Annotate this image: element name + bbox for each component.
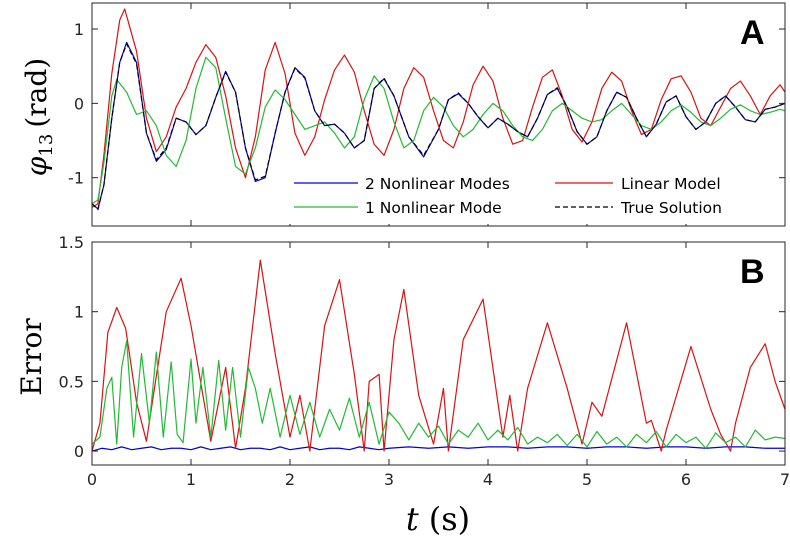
panel-label-b: B bbox=[740, 253, 765, 291]
series-lines-b bbox=[91, 259, 786, 452]
x-tick-label: 5 bbox=[582, 470, 592, 489]
y-tick-label: 0.5 bbox=[59, 372, 84, 391]
legend-entry-linear-model: Linear Model bbox=[555, 175, 721, 193]
y-axis-label-unit: (rad) bbox=[20, 58, 53, 128]
legend-box bbox=[284, 168, 762, 224]
x-axis-label: t (s) bbox=[406, 500, 470, 538]
x-tick-label: 3 bbox=[384, 470, 394, 489]
series-line-true-solution-a bbox=[91, 43, 786, 211]
legend-label: 1 Nonlinear Mode bbox=[365, 199, 502, 217]
panel-a: 1 0 -1 A φ13 (rad) 2 Nonlinear Modes Linear… bbox=[20, 2, 786, 227]
panel-label-a: A bbox=[740, 14, 765, 52]
legend-entry-1-nonlinear-mode: 1 Nonlinear Mode bbox=[294, 199, 502, 217]
y-ticks-b: 1.5 1 0.5 0 bbox=[59, 233, 785, 461]
axes-frame-a bbox=[91, 2, 786, 227]
y-axis-label-a: φ13 (rad) bbox=[20, 58, 57, 176]
x-tick-label: 1 bbox=[186, 470, 196, 489]
y-tick-label: 1 bbox=[74, 303, 84, 322]
svg-text:φ13(rad): φ13 (rad) bbox=[20, 58, 57, 176]
y-tick-label: 0 bbox=[74, 94, 84, 113]
x-tick-label: 4 bbox=[483, 470, 493, 489]
series-line-linear-model-b bbox=[91, 259, 786, 452]
y-axis-label-subscript: 13 bbox=[36, 134, 57, 157]
legend: 2 Nonlinear Modes Linear Model 1 Nonline… bbox=[284, 168, 762, 224]
y-tick-label: -1 bbox=[68, 169, 84, 188]
legend-label: Linear Model bbox=[621, 175, 721, 193]
y-tick-label: 1 bbox=[74, 20, 84, 39]
series-line-1-nonlinear-mode-a bbox=[91, 56, 786, 205]
axes-frame-b bbox=[91, 241, 786, 466]
x-tick-label: 2 bbox=[285, 470, 295, 489]
series-line-2-nonlinear-modes-b bbox=[91, 446, 785, 452]
x-tick-label: 6 bbox=[681, 470, 691, 489]
x-axis-label-unit: (s) bbox=[429, 500, 470, 538]
y-tick-label: 1.5 bbox=[59, 233, 84, 252]
y-tick-label: 0 bbox=[74, 442, 84, 461]
y-axis-label-b: Error bbox=[15, 318, 48, 396]
x-tick-label: 0 bbox=[87, 470, 97, 489]
legend-label: True Solution bbox=[620, 199, 722, 217]
legend-entry-true-solution: True Solution bbox=[555, 199, 722, 217]
x-axis-label-variable: t bbox=[406, 500, 419, 538]
x-tick-label: 7 bbox=[780, 470, 790, 489]
series-lines-a bbox=[91, 8, 786, 211]
plot-area-b bbox=[92, 242, 785, 465]
panel-b: 1.5 1 0.5 0 0 1 2 3 4 5 6 7 B Error t (s) bbox=[15, 233, 790, 538]
y-axis-label-symbol: φ bbox=[20, 156, 53, 176]
legend-label: 2 Nonlinear Modes bbox=[365, 175, 510, 193]
series-line-linear-model-a bbox=[91, 8, 786, 208]
legend-entry-2-nonlinear-modes: 2 Nonlinear Modes bbox=[294, 175, 510, 193]
series-line-1-nonlinear-mode-b bbox=[91, 340, 786, 449]
